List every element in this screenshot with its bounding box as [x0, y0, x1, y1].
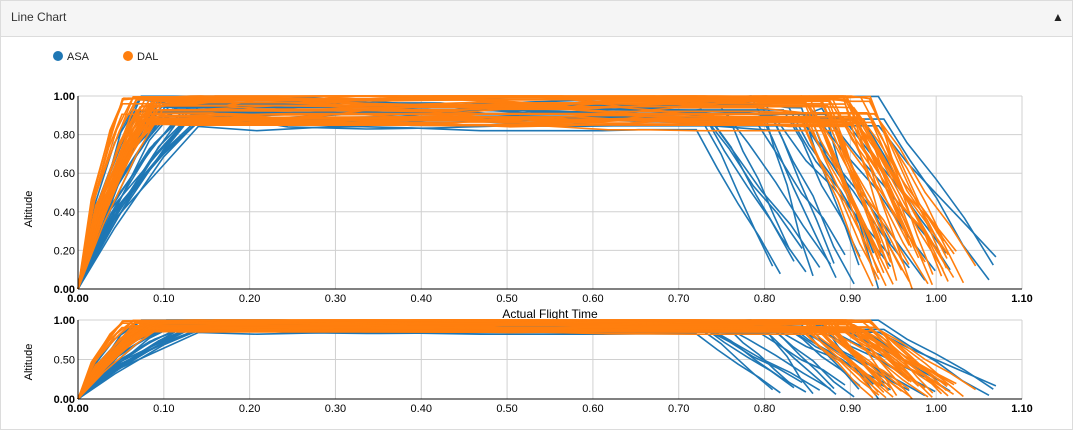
series-line-dal	[77, 319, 924, 400]
main-chart: 0.00 0.10 0.20 0.30 0.40 0.50 0.60 0.70 0.80 0.90…	[23, 91, 1033, 321]
panel-title: Line Chart	[11, 10, 67, 24]
series-lines	[77, 319, 997, 400]
series-line-dal	[77, 105, 957, 290]
x-tick-label: 0.60	[582, 293, 603, 305]
series-line-dal	[77, 101, 882, 290]
series-line-asa	[77, 121, 926, 290]
y-axis-title: Altitude	[23, 191, 35, 228]
chevron-up-icon[interactable]: ▲	[1052, 10, 1064, 24]
series-line-asa	[77, 324, 803, 400]
series-line-asa	[77, 108, 795, 290]
series-line-dal	[77, 98, 910, 290]
x-tick-label: 0.30	[325, 403, 346, 415]
series-line-dal	[77, 98, 890, 290]
series-line-dal	[77, 114, 885, 290]
series-line-dal	[77, 115, 894, 290]
series-line-dal	[77, 320, 890, 400]
legend-swatch	[53, 51, 63, 61]
x-tick-label: 0.20	[239, 293, 260, 305]
series-line-dal	[77, 112, 934, 290]
panel-header: Line Chart ▲	[1, 1, 1072, 37]
series-line-dal	[77, 117, 879, 290]
y-tick-label: 0.50	[54, 355, 75, 367]
series-line-dal	[77, 113, 880, 290]
series-line-asa	[77, 112, 910, 290]
x-tick-label: 0.40	[411, 293, 432, 305]
series-line-dal	[77, 95, 924, 290]
x-tick-label: 1.10	[1011, 403, 1032, 415]
series-line-asa	[77, 105, 872, 290]
x-tick-label: 0.50	[496, 293, 517, 305]
x-tick-label: 1.00	[925, 293, 946, 305]
series-line-asa	[77, 125, 781, 290]
y-tick-label: 0.00	[54, 284, 75, 296]
series-line-dal	[77, 123, 874, 290]
y-tick-label: 0.40	[54, 207, 75, 219]
series-line-asa	[77, 118, 891, 290]
series-line-dal	[77, 112, 977, 290]
y-tick-label: 0.00	[54, 394, 75, 406]
series-line-dal	[77, 326, 977, 400]
x-tick-label: 0.00	[67, 403, 88, 415]
series-line-asa	[77, 120, 774, 290]
y-axis-title: Altitude	[23, 344, 35, 381]
x-axis-title: Actual Flight Time	[502, 307, 598, 321]
series-line-asa	[77, 112, 875, 290]
x-tick-label: 0.60	[582, 403, 603, 415]
x-tick-label: 0.90	[840, 293, 861, 305]
legend-swatch	[123, 51, 133, 61]
series-line-asa	[77, 108, 846, 290]
series-line-asa	[77, 326, 875, 400]
series-line-dal	[77, 327, 894, 400]
series-line-dal	[77, 325, 926, 400]
legend-item-asa[interactable]: ASA	[53, 51, 90, 63]
series-line-dal	[77, 98, 913, 290]
y-tick-label: 1.00	[54, 315, 75, 327]
series-line-asa	[77, 103, 951, 290]
y-tick-label: 0.80	[54, 130, 75, 142]
x-tick-label: 0.40	[411, 403, 432, 415]
x-tick-label: 0.10	[153, 403, 174, 415]
legend-label: DAL	[137, 51, 158, 63]
x-tick-label: 0.50	[496, 403, 517, 415]
overview-chart: 0.00 0.10 0.20 0.30 0.40 0.50 0.60 0.70 0.80 0.90…	[23, 315, 1033, 415]
y-tick-label: 0.20	[54, 245, 75, 257]
legend-label: ASA	[67, 51, 90, 63]
y-tick-label: 0.60	[54, 168, 75, 180]
x-tick-label: 0.70	[668, 403, 689, 415]
x-tick-label: 0.30	[325, 293, 346, 305]
x-tick-label: 0.80	[754, 403, 775, 415]
series-line-dal	[77, 327, 885, 400]
x-tick-label: 0.90	[840, 403, 861, 415]
series-line-asa	[77, 324, 846, 400]
series-line-asa	[77, 323, 872, 400]
x-tick-label: 1.10	[1011, 293, 1032, 305]
legend-item-dal[interactable]: DAL	[123, 51, 158, 63]
series-line-asa	[77, 329, 926, 400]
series-line-asa	[77, 326, 910, 400]
x-tick-label: 0.10	[153, 293, 174, 305]
x-tick-label: 0.80	[754, 293, 775, 305]
x-tick-label: 0.70	[668, 293, 689, 305]
x-tick-label: 0.20	[239, 403, 260, 415]
series-line-asa	[77, 331, 781, 400]
series-line-dal	[77, 329, 904, 400]
x-tick-label: 1.00	[925, 403, 946, 415]
series-line-dal	[77, 120, 905, 290]
y-tick-label: 1.00	[54, 91, 75, 103]
series-lines	[77, 95, 997, 290]
series-line-asa	[77, 108, 803, 290]
x-tick-label: 0.00	[67, 293, 88, 305]
series-line-dal	[77, 109, 926, 290]
